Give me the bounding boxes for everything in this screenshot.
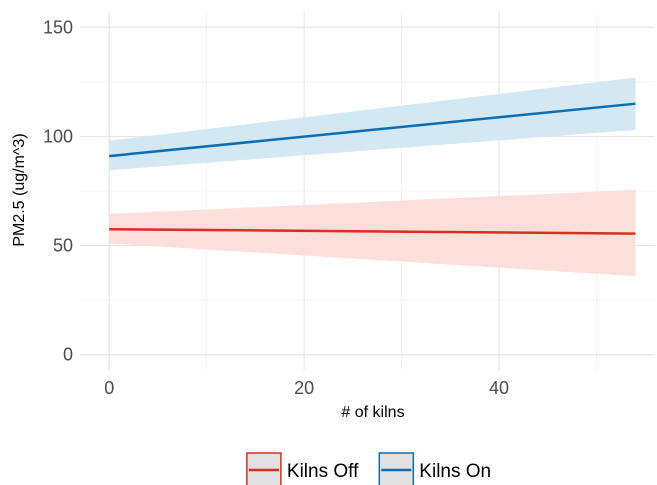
- confidence-bands: [109, 77, 636, 277]
- legend-label-kilns-on: Kilns On: [419, 461, 491, 482]
- y-tick-label: 100: [43, 126, 73, 146]
- series-line-kilns-on: [109, 102, 636, 158]
- x-tick-label: 20: [294, 378, 314, 398]
- legend-item-kilns-on: Kilns On: [378, 452, 491, 485]
- series-line-kilns-off: [109, 227, 636, 235]
- legend: Kilns Off Kilns On: [246, 452, 491, 485]
- y-axis-title: PM2.5 (ug/m^3): [11, 133, 28, 246]
- ci-band-kilns-off: [109, 189, 636, 277]
- series-lines: [109, 102, 636, 235]
- y-tick-label: 150: [43, 17, 73, 37]
- tick-labels: 0 50 100 150 0 20 40: [43, 17, 509, 398]
- legend-label-kilns-off: Kilns Off: [287, 461, 359, 482]
- y-tick-label: 50: [53, 236, 73, 256]
- x-tick-label: 0: [104, 378, 114, 398]
- x-axis-title: # of kilns: [341, 404, 404, 421]
- x-tick-label: 40: [489, 378, 509, 398]
- ci-band-kilns-on: [109, 77, 636, 171]
- legend-item-kilns-off: Kilns Off: [246, 452, 359, 485]
- y-tick-label: 0: [63, 345, 73, 365]
